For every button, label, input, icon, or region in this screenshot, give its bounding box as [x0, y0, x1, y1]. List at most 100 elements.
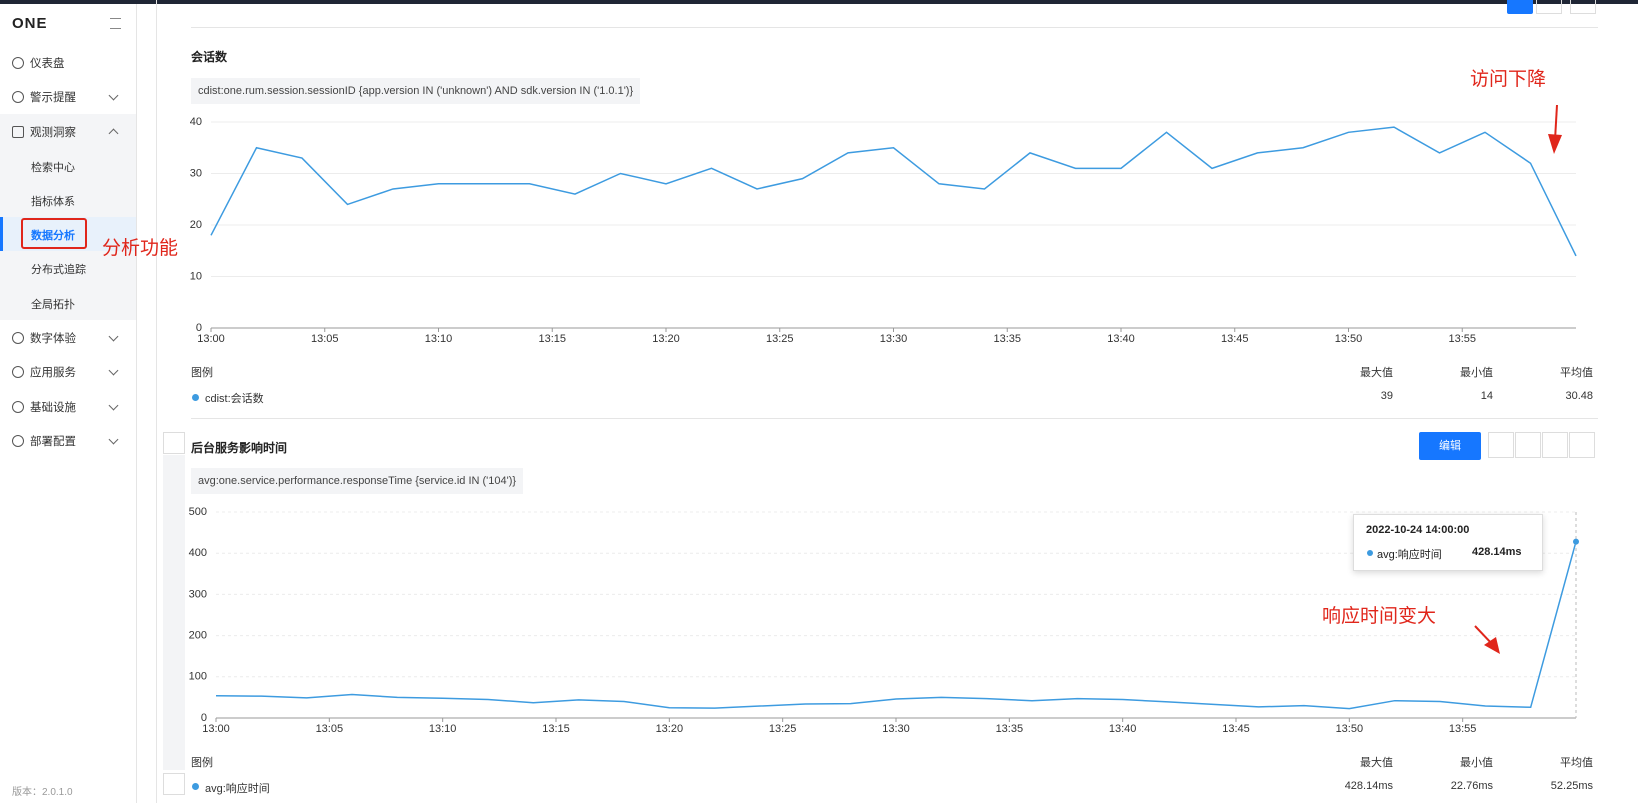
legend-title: 图例: [191, 757, 213, 769]
fullscreen-button[interactable]: [1488, 432, 1514, 458]
x-tick-label: 13:10: [425, 333, 453, 345]
x-tick-label: 13:00: [197, 333, 225, 345]
query: cdist:one.rum.session.sessionID {app.ver…: [191, 78, 641, 104]
toolbar-button[interactable]: [1570, 0, 1596, 14]
stat-header: 最小值: [1460, 757, 1493, 769]
x-tick-label: 13:45: [1221, 333, 1249, 345]
delete-button[interactable]: [1542, 432, 1568, 458]
icon: [12, 126, 24, 138]
legend-dot: [192, 783, 199, 790]
x-tick-label: 13:35: [993, 333, 1021, 345]
icon: [12, 435, 24, 447]
legend-entry[interactable]: cdist:会话数: [205, 393, 264, 405]
x-tick-label: 13:45: [1222, 723, 1250, 735]
y-tick-label: 400: [189, 547, 207, 559]
tooltip-dot: [1367, 550, 1373, 556]
nav-item[interactable]: 基础设施: [30, 402, 76, 414]
x-tick-label: 13:55: [1448, 333, 1476, 345]
annotation: 响应时间变大: [1322, 606, 1437, 627]
add-button[interactable]: [163, 432, 185, 454]
tooltip-time: 2022-10-24 14:00:00: [1366, 524, 1470, 536]
x-tick-label: 13:50: [1336, 723, 1364, 735]
divider: [191, 27, 1598, 28]
nav-subitem[interactable]: 分布式追踪: [31, 264, 86, 276]
add-button[interactable]: [163, 773, 185, 795]
nav-subitem[interactable]: 指标体系: [31, 196, 75, 208]
y-tick-label: 40: [190, 116, 202, 128]
stat-header: 最小值: [1460, 367, 1493, 379]
icon: [12, 332, 24, 344]
x-tick-label: 13:25: [769, 723, 797, 735]
stat-header: 平均值: [1560, 367, 1593, 379]
annotation: 访问下降: [1470, 69, 1547, 90]
nav-item[interactable]: 仪表盘: [30, 58, 65, 70]
y-tick-label: 500: [189, 506, 207, 518]
more-button[interactable]: [1569, 432, 1595, 458]
x-tick-label: 13:05: [311, 333, 339, 345]
x-tick-label: 13:20: [656, 723, 684, 735]
nav-subitem[interactable]: 全局拓扑: [31, 299, 75, 311]
nav-item[interactable]: 部署配置: [30, 436, 76, 448]
divider: [156, 0, 157, 803]
point: [1573, 538, 1579, 545]
stat-value: 39: [1380, 390, 1393, 402]
tooltip-value: 428.14ms: [1472, 546, 1522, 558]
icon: [12, 91, 24, 103]
line-series: [215, 541, 1577, 710]
x-tick-label: 13:15: [538, 333, 566, 345]
edit-button[interactable]: 编辑: [1419, 432, 1481, 460]
logo: ONE: [12, 15, 48, 32]
y-tick-label: 200: [189, 630, 207, 642]
y-tick-label: 100: [189, 671, 207, 683]
nav-item[interactable]: 警示提醒: [30, 92, 76, 104]
stat-value: 52.25ms: [1550, 780, 1593, 792]
x-tick-label: 13:20: [652, 333, 680, 345]
x-tick-label: 13:30: [880, 333, 908, 345]
stat-value: 14: [1480, 390, 1493, 402]
panel-title: 会话数: [191, 50, 228, 64]
y-tick-label: 300: [189, 588, 207, 600]
stat-header: 最大值: [1360, 367, 1393, 379]
stat-header: 最大值: [1360, 757, 1393, 769]
highlight-box: [21, 218, 87, 249]
top-bar: [0, 0, 1638, 4]
stat-header: 平均值: [1560, 757, 1593, 769]
y-tick-label: 0: [196, 322, 202, 334]
nav-item[interactable]: 数字体验: [30, 333, 76, 345]
x-tick-label: 13:10: [429, 723, 457, 735]
tooltip-name: avg:响应时间: [1377, 549, 1442, 561]
legend-entry[interactable]: avg:响应时间: [205, 783, 270, 795]
nav-subitem[interactable]: 数据分析: [31, 230, 75, 242]
stat-value: 22.76ms: [1450, 780, 1493, 792]
drag-handle[interactable]: [163, 455, 185, 770]
x-tick-label: 13:00: [202, 723, 230, 735]
line-series: [210, 126, 1577, 257]
panel-title: 后台服务影响时间: [191, 441, 288, 455]
x-tick-label: 13:15: [542, 723, 570, 735]
tooltip: [1353, 514, 1543, 571]
x-tick-label: 13:40: [1109, 723, 1137, 735]
icon: [12, 366, 24, 378]
copy-button[interactable]: [1515, 432, 1541, 458]
x-tick-label: 13:25: [766, 333, 794, 345]
x-tick-label: 13:50: [1335, 333, 1363, 345]
nav-item[interactable]: 应用服务: [30, 367, 76, 379]
x-tick-label: 13:55: [1449, 723, 1477, 735]
stat-value: 30.48: [1565, 390, 1593, 402]
query: avg:one.service.performance.responseTime…: [191, 468, 524, 494]
toolbar-button[interactable]: [1536, 0, 1562, 14]
y-tick-label: 20: [190, 219, 202, 231]
nav-item[interactable]: 观测洞察: [30, 127, 76, 139]
divider: [191, 418, 1598, 419]
collapse-icon[interactable]: [110, 18, 121, 29]
y-tick-label: 30: [190, 167, 202, 179]
toolbar-button[interactable]: [1507, 0, 1533, 14]
version: 版本：2.0.1.0: [12, 787, 73, 798]
legend-title: 图例: [191, 367, 213, 379]
x-tick-label: 13:35: [996, 723, 1024, 735]
y-tick-label: 10: [190, 270, 202, 282]
y-tick-label: 0: [201, 712, 207, 724]
nav-subitem[interactable]: 检索中心: [31, 162, 75, 174]
